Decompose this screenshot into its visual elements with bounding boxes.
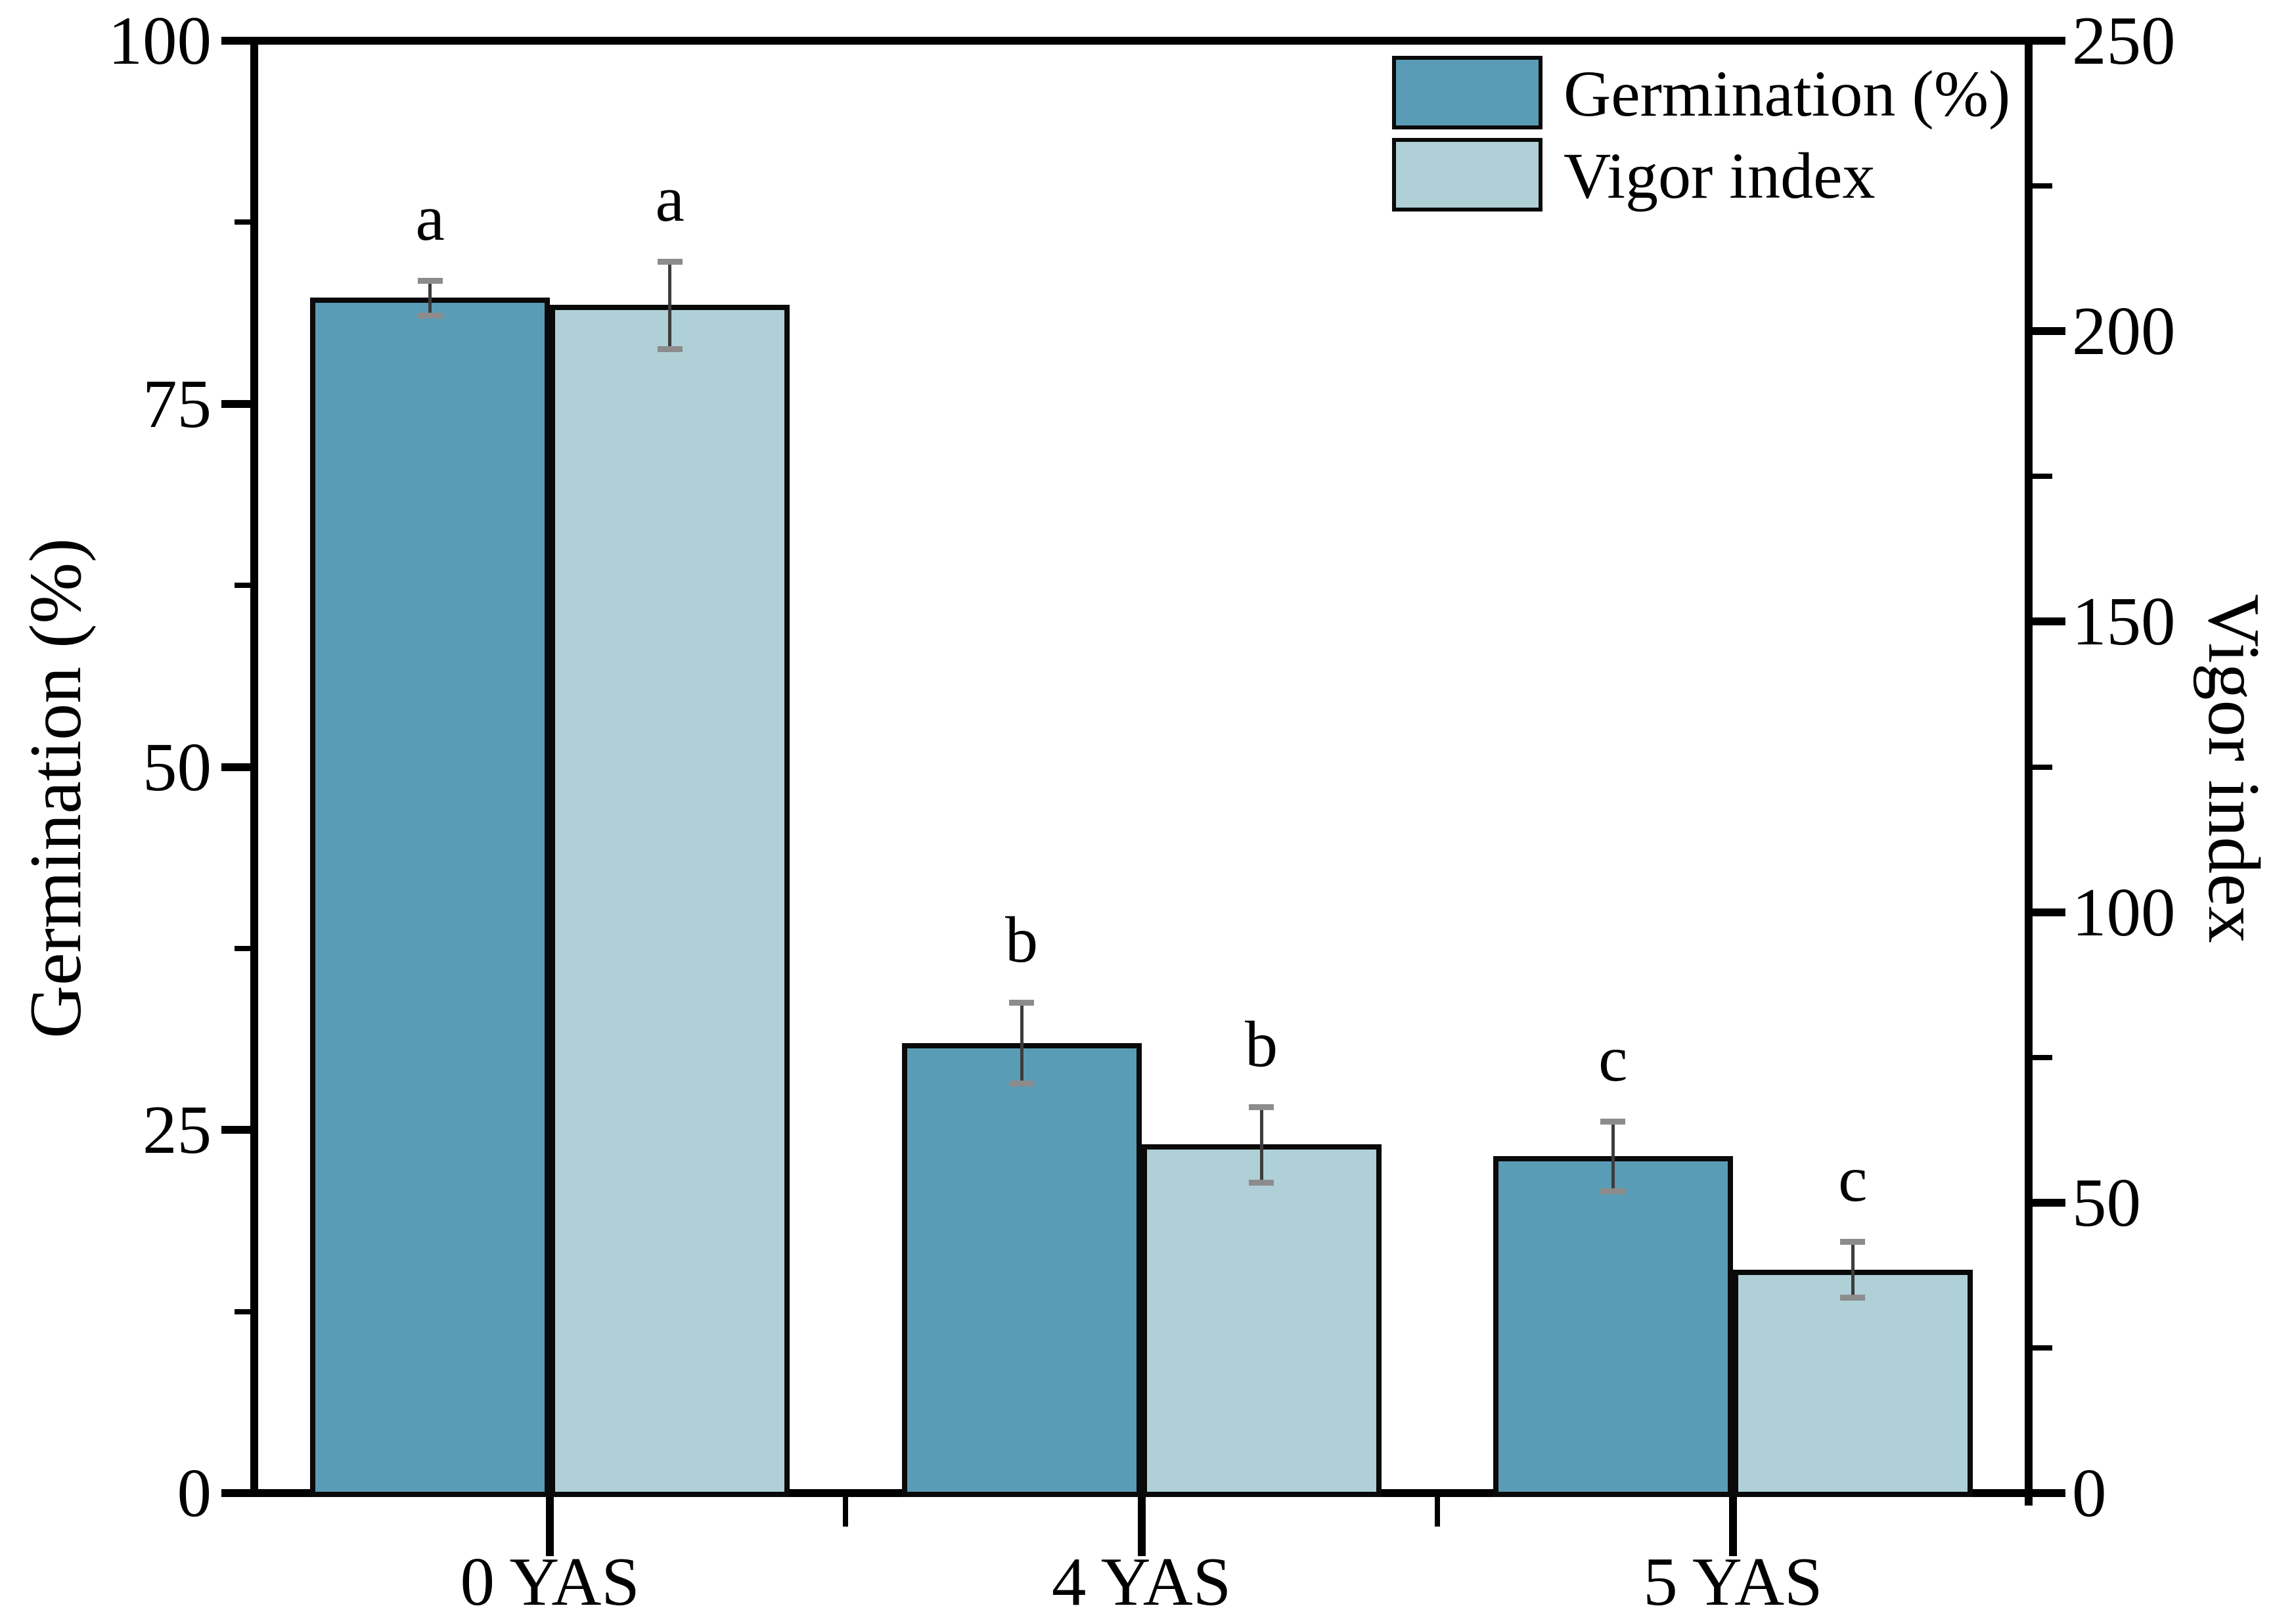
right-axis-line <box>2025 37 2033 1506</box>
error-bar-stem <box>1259 1106 1263 1182</box>
right-axis-title: Vigor index <box>2193 594 2274 943</box>
error-bar-cap-bottom <box>657 346 683 352</box>
error-bar-stem <box>428 280 432 315</box>
x-axis-category-label: 0 YAS <box>460 1543 640 1610</box>
left-axis-tick-label: 75 <box>143 365 212 442</box>
significance-letter: b <box>1005 903 1038 976</box>
bar-germination-5-yas <box>1493 1156 1733 1497</box>
legend-swatch-germination <box>1392 56 1542 129</box>
x-axis-minor-tick <box>1434 1497 1440 1527</box>
legend-swatch-vigor <box>1392 138 1542 212</box>
left-axis-minor-tick <box>235 583 254 589</box>
left-axis-title: Germination (%) <box>15 538 97 1039</box>
error-bar-cap-bottom <box>1840 1294 1866 1301</box>
left-axis-tick-label: 50 <box>143 728 212 805</box>
bar-germination-4-yas <box>901 1042 1142 1497</box>
left-axis-major-tick <box>221 1489 254 1497</box>
left-axis-minor-tick <box>235 1308 254 1314</box>
x-axis-major-tick <box>1728 1497 1737 1556</box>
error-bar-cap-top <box>657 259 683 265</box>
right-axis-major-tick <box>2033 617 2065 626</box>
x-axis-major-tick <box>1137 1497 1146 1556</box>
significance-letter: c <box>1598 1021 1628 1095</box>
left-axis-tick-label: 100 <box>108 2 212 79</box>
x-axis-minor-tick <box>843 1497 849 1527</box>
right-axis-major-tick <box>2033 37 2065 45</box>
error-bar-cap-bottom <box>417 312 443 319</box>
left-axis-major-tick <box>221 399 254 408</box>
right-axis-tick-label: 50 <box>2072 1163 2141 1241</box>
left-axis-minor-tick <box>235 945 254 951</box>
error-bar-cap-bottom <box>1009 1081 1034 1087</box>
significance-letter: a <box>415 181 445 254</box>
error-bar-stem <box>1020 1002 1024 1084</box>
x-axis-category-label: 5 YAS <box>1643 1543 1823 1610</box>
x-axis-major-tick <box>546 1497 554 1556</box>
legend-label: Vigor index <box>1564 139 1876 212</box>
right-axis-tick-label: 200 <box>2072 292 2176 370</box>
error-bar-cap-top <box>1009 999 1034 1006</box>
bar-vigor-0-yas <box>550 305 790 1497</box>
error-bar-cap-bottom <box>1249 1179 1274 1186</box>
error-bar-cap-top <box>1840 1239 1866 1245</box>
right-axis-tick-label: 250 <box>2072 2 2176 79</box>
right-axis-minor-tick <box>2033 1054 2052 1060</box>
error-bar-cap-top <box>1249 1104 1274 1110</box>
legend-label: Germination (%) <box>1564 57 2011 130</box>
left-axis-major-tick <box>221 37 254 45</box>
right-axis-tick-label: 150 <box>2072 583 2176 660</box>
error-bar-stem <box>1851 1241 1855 1297</box>
left-axis-tick-label: 0 <box>177 1454 212 1531</box>
top-frame-line <box>231 37 2060 45</box>
bar-germination-0-yas <box>310 298 551 1497</box>
left-axis-major-tick <box>221 1126 254 1134</box>
right-axis-major-tick <box>2033 327 2065 336</box>
right-axis-minor-tick <box>2033 183 2052 189</box>
right-axis-major-tick <box>2033 1489 2065 1497</box>
right-axis-minor-tick <box>2033 764 2052 770</box>
right-axis-major-tick <box>2033 908 2065 916</box>
right-axis-major-tick <box>2033 1198 2065 1207</box>
left-axis-minor-tick <box>235 219 254 225</box>
significance-letter: c <box>1838 1142 1868 1216</box>
right-axis-minor-tick <box>2033 474 2052 480</box>
bar-vigor-5-yas <box>1732 1269 1973 1497</box>
right-axis-tick-label: 100 <box>2072 873 2176 950</box>
error-bar-cap-top <box>417 277 443 284</box>
significance-letter: b <box>1245 1007 1278 1081</box>
error-bar-stem <box>1611 1121 1615 1192</box>
error-bar-stem <box>668 261 672 349</box>
bar-vigor-4-yas <box>1141 1144 1382 1497</box>
right-axis-minor-tick <box>2033 1345 2052 1351</box>
error-bar-cap-bottom <box>1600 1188 1626 1195</box>
x-axis-category-label: 4 YAS <box>1051 1543 1232 1610</box>
left-axis-tick-label: 25 <box>143 1091 212 1169</box>
left-axis-major-tick <box>221 763 254 771</box>
error-bar-cap-top <box>1600 1118 1626 1125</box>
significance-letter: a <box>655 162 685 236</box>
right-axis-tick-label: 0 <box>2072 1454 2107 1531</box>
